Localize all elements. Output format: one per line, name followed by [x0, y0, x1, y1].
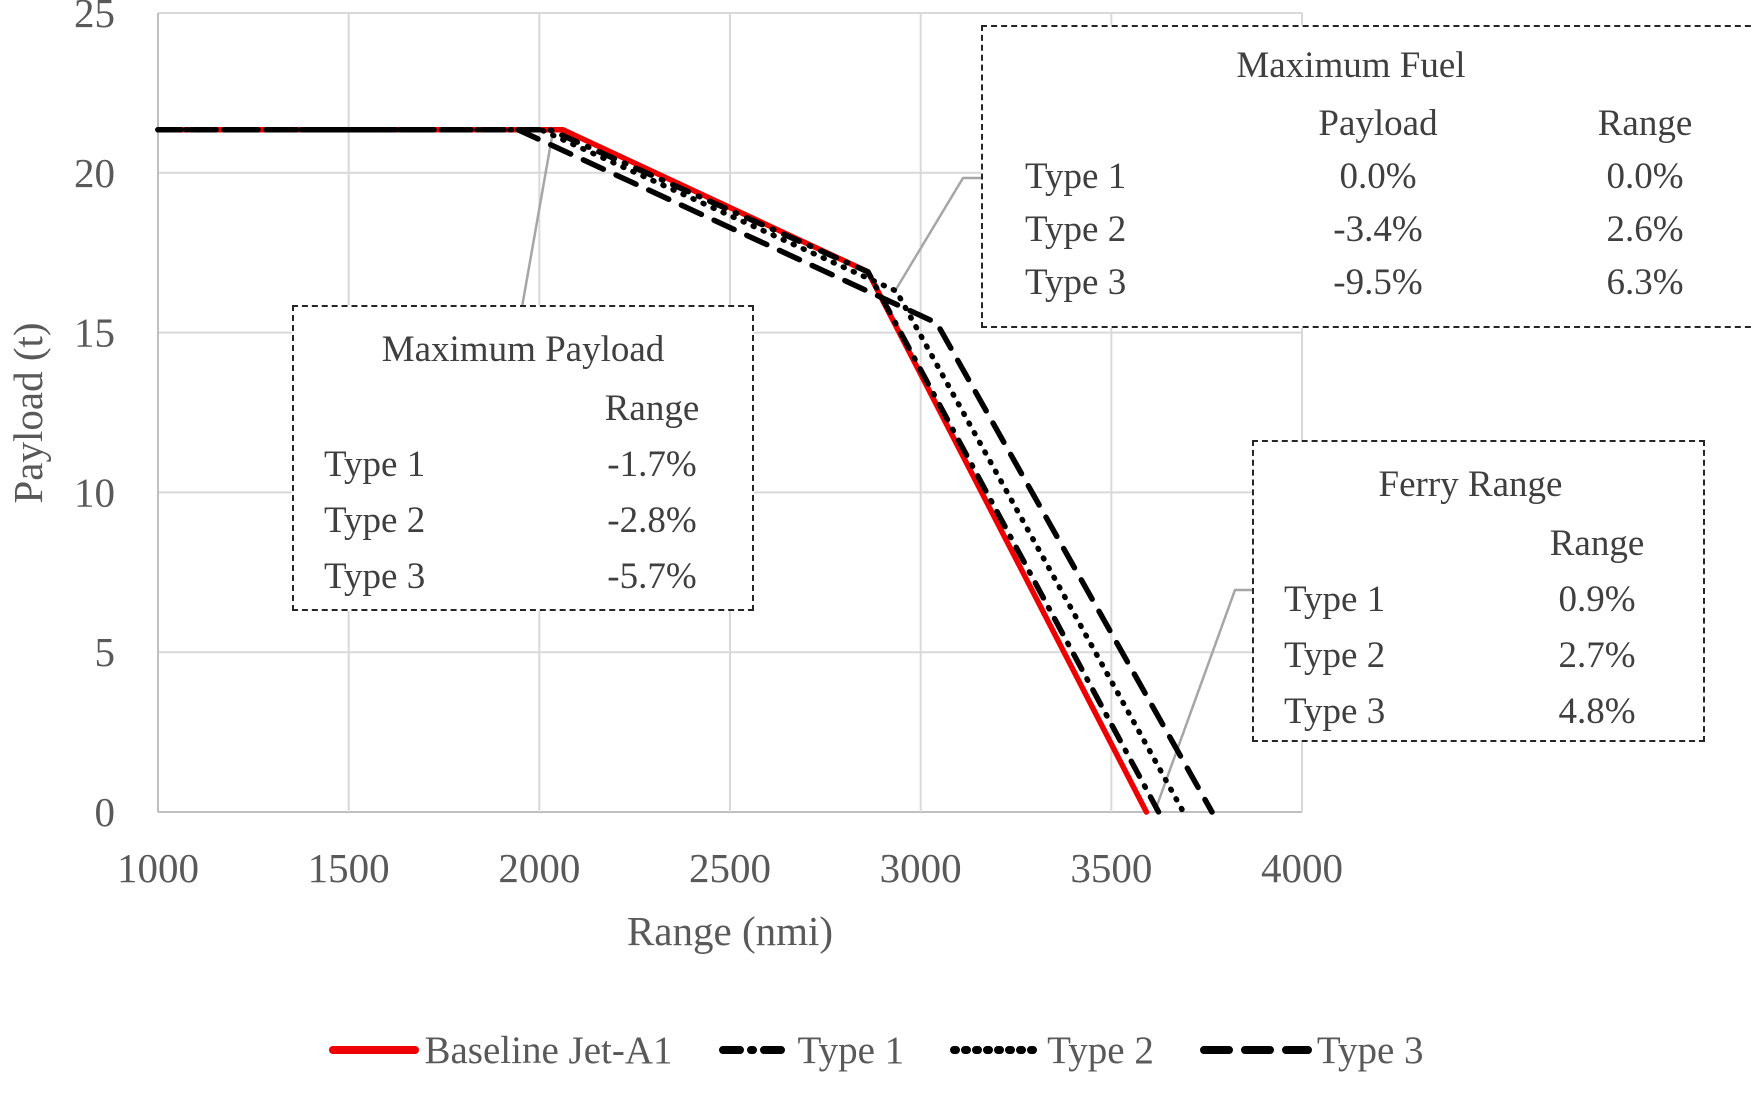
y-tick-label: 15: [74, 310, 115, 356]
y-tick-label: 10: [74, 469, 115, 515]
y-tick-label: 25: [74, 0, 115, 36]
row-label: Type 2: [324, 500, 426, 541]
row-value: 0.0%: [1339, 156, 1417, 197]
series-line-type-3: [155, 126, 1215, 815]
spacer-cell: [983, 97, 1233, 150]
legend-item-baseline: Baseline Jet-A1: [329, 1028, 673, 1073]
legend-label: Type 3: [1316, 1028, 1424, 1072]
row-label: Type 1: [324, 444, 426, 485]
row-label: Type 1: [1284, 579, 1386, 620]
x-tick-label: 3000: [880, 845, 962, 891]
series-line-type-1: [155, 126, 1162, 815]
spacer-cell: [1254, 516, 1507, 572]
x-tick-label: 2000: [498, 845, 580, 891]
range-column-header: Range: [1597, 103, 1693, 144]
y-tick-label: 20: [74, 150, 115, 196]
data-series-lines: [155, 126, 1215, 815]
ferry-range-callout-title: Ferry Range: [1378, 464, 1563, 505]
type1-line-sample: [718, 1046, 793, 1054]
series-line-type-2: [155, 126, 1187, 815]
row-label: Type 3: [1025, 262, 1127, 303]
max-fuel-callout-title: Maximum Fuel: [1236, 45, 1466, 86]
row-label: Type 3: [324, 556, 426, 597]
row-label: Type 3: [1284, 691, 1386, 732]
max-fuel-leader: [893, 176, 983, 292]
chart-legend: Baseline Jet-A1 Type 1 Type 2 Type 3: [0, 1018, 1753, 1082]
x-tick-label: 1000: [117, 845, 199, 891]
ferry-range-leader: [1153, 588, 1254, 812]
row-label: Type 1: [1025, 156, 1127, 197]
row-value: -5.7%: [607, 556, 697, 597]
type3-line-sample: [1199, 1046, 1312, 1054]
x-tick-label: 4000: [1261, 845, 1343, 891]
max-payload-callout-title: Maximum Payload: [381, 329, 665, 370]
max-payload-callout: Maximum Payload Range Type 1 -1.7% Type …: [292, 305, 754, 611]
x-axis-tick-labels: 1000 1500 2000 2500 3000 3500 4000: [117, 845, 1343, 891]
y-axis-title: Payload (t): [5, 322, 51, 503]
row-value: 0.9%: [1558, 579, 1636, 620]
legend-label: Type 2: [1047, 1028, 1154, 1072]
legend-item-type2: Type 2: [950, 1028, 1154, 1073]
x-tick-label: 3500: [1070, 845, 1152, 891]
row-value: 2.7%: [1558, 635, 1636, 676]
y-axis-tick-labels: 0 5 10 15 20 25: [74, 0, 115, 835]
y-tick-label: 0: [95, 789, 116, 835]
row-value: -9.5%: [1333, 262, 1423, 303]
payload-column-header: Payload: [1318, 103, 1438, 144]
max-payload-leader: [520, 130, 555, 308]
callout-leader-lines: [520, 130, 1254, 812]
row-value: 0.0%: [1606, 156, 1684, 197]
legend-item-type1: Type 1: [718, 1028, 905, 1073]
x-axis-title: Range (nmi): [627, 908, 833, 954]
row-value: -2.8%: [607, 500, 697, 541]
row-value: 6.3%: [1606, 262, 1684, 303]
x-tick-label: 1500: [308, 845, 390, 891]
row-value: -1.7%: [607, 444, 697, 485]
row-value: 2.6%: [1606, 209, 1684, 250]
legend-label: Baseline Jet-A1: [424, 1028, 673, 1072]
range-column-header: Range: [604, 388, 700, 429]
row-label: Type 2: [1284, 635, 1386, 676]
baseline-line-sample: [329, 1046, 420, 1054]
legend-label: Type 1: [797, 1028, 905, 1072]
x-tick-label: 2500: [689, 845, 771, 891]
max-fuel-callout: Maximum Fuel Payload Range Type 1 0.0% 0…: [981, 25, 1753, 328]
type2-line-sample: [950, 1046, 1043, 1054]
row-label: Type 2: [1025, 209, 1127, 250]
ferry-range-callout: Ferry Range Range Type 1 0.9% Type 2 2.7…: [1252, 440, 1705, 742]
row-value: 4.8%: [1558, 691, 1636, 732]
row-value: -3.4%: [1333, 209, 1423, 250]
range-column-header: Range: [1549, 523, 1645, 564]
spacer-cell: [294, 381, 552, 437]
y-tick-label: 5: [95, 629, 116, 675]
legend-item-type3: Type 3: [1199, 1028, 1424, 1073]
